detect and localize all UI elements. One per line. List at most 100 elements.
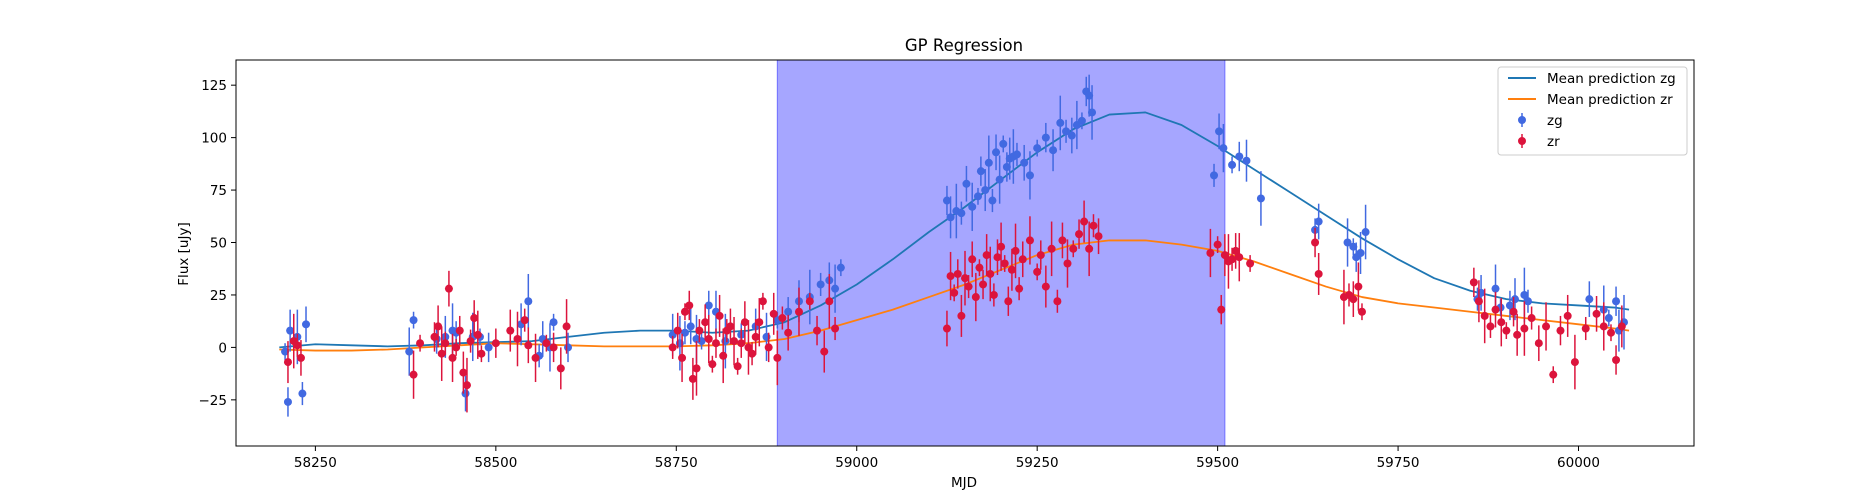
- marker-zr: [979, 280, 988, 289]
- data-point-zr: [704, 314, 713, 364]
- data-point-zr: [1491, 291, 1500, 328]
- marker-zr: [989, 290, 998, 299]
- data-point-zr: [831, 316, 840, 341]
- marker-zr: [1527, 314, 1536, 323]
- marker-zg: [302, 320, 311, 329]
- data-point-zr: [491, 328, 500, 358]
- data-point-zg: [957, 201, 966, 225]
- data-point-zr: [979, 269, 988, 300]
- data-point-zr: [1220, 234, 1229, 277]
- data-point-zg: [968, 182, 977, 231]
- marker-zr: [961, 274, 969, 283]
- marker-zr: [805, 297, 814, 306]
- marker-zg: [962, 179, 971, 188]
- data-point-zg: [1256, 171, 1265, 226]
- data-point-zr: [1520, 301, 1529, 356]
- marker-zr: [708, 360, 717, 369]
- marker-zg: [281, 347, 290, 356]
- marker-zr: [1491, 305, 1500, 314]
- data-point-zr: [1058, 222, 1067, 259]
- data-point-zg: [836, 259, 845, 277]
- data-point-zr: [466, 329, 475, 353]
- data-point-zr: [769, 292, 778, 335]
- marker-zg: [1077, 116, 1086, 125]
- data-point-zr: [1527, 306, 1536, 330]
- data-point-zg: [1033, 139, 1042, 157]
- marker-zr: [1011, 246, 1020, 255]
- data-point-zr: [740, 301, 749, 344]
- data-point-zr: [506, 309, 515, 352]
- marker-zg: [680, 328, 689, 337]
- marker-zg: [999, 139, 1008, 148]
- data-point-zr: [1581, 316, 1590, 341]
- data-point-zr: [1542, 302, 1551, 351]
- data-point-zr: [668, 335, 677, 359]
- marker-zr: [462, 381, 471, 390]
- marker-zg: [981, 186, 990, 195]
- marker-zg: [1242, 156, 1251, 165]
- marker-zr: [473, 330, 482, 339]
- marker-zr: [283, 358, 292, 367]
- data-point-zr: [1357, 303, 1366, 321]
- data-point-zr: [950, 284, 959, 302]
- data-point-zr: [695, 319, 704, 343]
- data-point-zg: [942, 185, 951, 216]
- marker-zg: [409, 316, 418, 325]
- marker-zg: [1219, 144, 1228, 153]
- y-axis-label: Flux [uJy]: [176, 222, 192, 285]
- marker-zr: [678, 353, 687, 362]
- marker-zg: [1604, 314, 1613, 323]
- marker-zr: [975, 263, 984, 272]
- marker-zr: [719, 351, 728, 360]
- marker-zr: [769, 309, 778, 318]
- marker-zr: [953, 269, 962, 278]
- data-point-zr: [1497, 298, 1506, 347]
- marker-zr: [477, 349, 486, 358]
- marker-zr: [1534, 339, 1543, 348]
- marker-zr: [1085, 244, 1094, 253]
- data-point-zr: [1480, 288, 1489, 344]
- marker-zr: [1217, 305, 1226, 314]
- marker-zr: [542, 339, 551, 348]
- marker-zg: [1210, 171, 1219, 180]
- data-point-zg: [1067, 117, 1076, 154]
- data-point-zr: [968, 241, 977, 278]
- marker-zr: [1581, 324, 1590, 333]
- data-point-zr: [964, 275, 973, 299]
- data-point-zg: [1356, 232, 1365, 274]
- data-point-zr: [971, 272, 980, 322]
- marker-zr: [695, 326, 704, 335]
- marker-zr: [982, 251, 991, 260]
- marker-zr: [520, 316, 529, 325]
- data-point-zg: [409, 311, 418, 329]
- data-point-zr: [708, 355, 717, 373]
- marker-zg: [1523, 297, 1532, 306]
- marker-zr: [1617, 322, 1626, 331]
- marker-zr: [668, 343, 677, 352]
- marker-zr: [744, 343, 753, 352]
- marker-zr: [1474, 297, 1483, 306]
- marker-zg: [957, 209, 966, 218]
- data-point-zr: [751, 319, 760, 355]
- marker-zg: [405, 347, 414, 356]
- marker-zr: [296, 353, 305, 362]
- data-point-zg: [973, 187, 982, 205]
- marker-zr: [1497, 318, 1506, 327]
- marker-zr: [1314, 269, 1323, 278]
- marker-zr: [1509, 307, 1518, 316]
- marker-zr: [997, 242, 1006, 251]
- marker-zr: [1015, 284, 1024, 293]
- marker-zg: [1356, 249, 1365, 257]
- data-point-zg: [1523, 289, 1532, 313]
- data-point-zr: [1206, 228, 1215, 278]
- data-point-zr: [942, 310, 951, 347]
- data-point-zr: [730, 316, 739, 366]
- marker-zr: [1502, 326, 1511, 335]
- data-point-zr: [680, 303, 689, 321]
- x-tick-label: 59500: [1196, 455, 1239, 471]
- data-point-zr: [437, 326, 446, 381]
- marker-zr: [692, 364, 701, 373]
- x-ticks: 58250 58500 58750 59000 59250 59500 59750 60000: [294, 446, 1600, 471]
- marker-zg: [988, 196, 997, 205]
- marker-zr: [1069, 244, 1078, 253]
